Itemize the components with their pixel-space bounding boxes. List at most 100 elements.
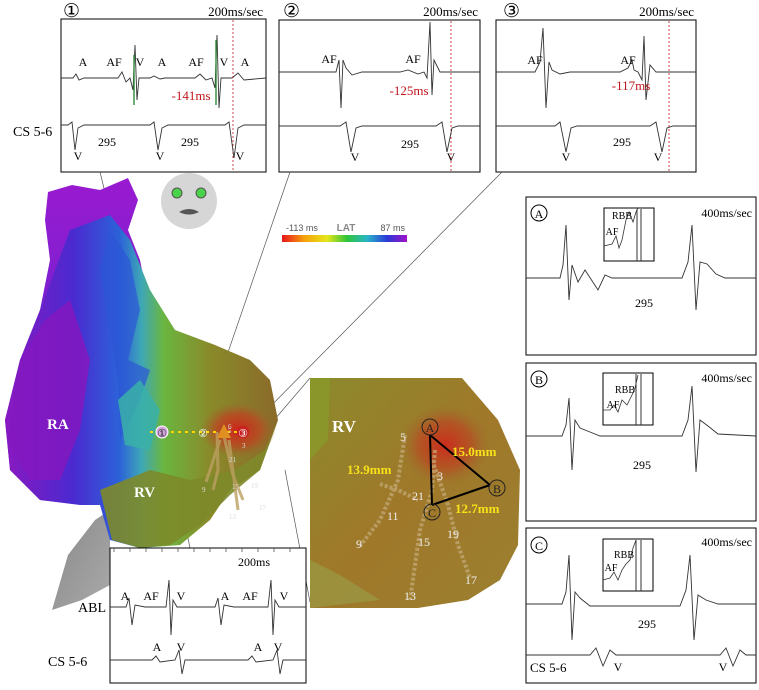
inset-label: RBB [612,211,632,222]
inset-label: AF [607,400,620,411]
trace-label: AF [620,53,636,67]
cs-interval: 295 [613,135,631,149]
abl-label: V [280,589,289,603]
map-electrode-number: 5 [228,427,232,435]
cs-interval: 295 [181,135,199,149]
panel-number: ③ [503,1,520,22]
panel-letter: B [535,373,543,387]
cs-label: A [153,640,162,654]
cs-v-label: V [236,149,245,163]
cs-v-label: V [447,150,456,164]
panel-letter: C [535,539,543,553]
lat-min: -113 ms [286,223,318,233]
sweep-speed-label: 200ms/sec [423,4,478,19]
site-marker: ① [157,428,167,440]
abl-label: A [121,589,130,603]
head-orientation-icon [161,173,217,229]
distance-label: 12.7mm [455,501,500,516]
site-marker: ② [198,428,208,440]
abl-label: AF [242,589,258,603]
right-panel-c: C 400ms/sec 295 RBB AF CS 5-6 V V [525,527,757,684]
zoom-electrode-number: 11 [387,509,399,523]
trace-label: A [79,55,88,69]
cs-v-label: V [654,150,663,164]
sweep-speed-label: 400ms/sec [701,206,752,220]
cs-interval: 295 [401,137,419,151]
sweep-speed-label: 400ms/sec [701,535,752,549]
top-panel-3: ③ 200ms/sec AF AF -117ms V V 295 [495,1,697,173]
trace-label: AF [527,53,543,67]
map-electrode-number: 13 [229,513,237,521]
zoom-electrode-number: 21 [412,489,424,503]
panel-number: ① [63,1,80,22]
right-panel-a: A 400ms/sec 295 RBB AF [525,196,757,356]
trace-label: V [136,55,145,69]
bottom-abl-panel: 200ms A AF V A AF V A V A V ABL CS 5-6 [48,547,307,684]
cs-interval: 295 [638,617,656,631]
heart-map: RA RV ① ② ③ 5 6 3 21 19 15 9 17 13 [5,178,278,610]
cs-v-label: V [351,150,360,164]
lat-title: LAT [337,223,356,234]
right-panel-b: B 400ms/sec 295 RBB AF [525,362,757,522]
zoom-electrode-number: 9 [356,537,362,551]
zoom-electrode-number: 15 [418,535,430,549]
cs-channel-label: CS 5-6 [530,660,567,675]
sweep-speed-label: 200ms [238,555,270,569]
trace-label: A [158,55,167,69]
panel-number: ② [283,1,300,22]
abl-label: V [177,589,186,603]
map-electrode-number: 21 [229,456,237,464]
cs-v-label: V [562,150,571,164]
cs-label: V [274,640,283,654]
cs-interval: 295 [633,458,651,472]
sweep-speed-label: 200ms/sec [639,4,694,19]
abl-channel-label: ABL [78,601,106,616]
map-electrode-number: 9 [202,486,206,494]
map-electrode-number: 19 [251,482,259,490]
zoom-electrode-number: 17 [465,573,477,587]
cs-v-label: V [614,660,623,674]
activation-interval: -117ms [612,78,651,93]
activation-interval: -141ms [172,88,211,103]
cs-interval: 295 [635,296,653,310]
top-panel-1: ① 200ms/sec A AF V A AF V A -141ms V V V… [13,1,267,173]
lat-max: 87 ms [380,223,405,233]
activation-interval: -125ms [390,83,429,98]
panel-letter: A [535,207,544,221]
zoom-electrode-number: 19 [447,527,459,541]
rv-label: RV [134,485,155,501]
map-electrode-number: 3 [242,442,246,450]
trace-label: AF [321,52,337,66]
trace-label: AF [405,52,421,66]
distance-label: 13.9mm [347,462,392,477]
zoom-electrode-number: 13 [404,589,416,603]
inset-label: RBB [614,550,634,561]
cs-channel-label: CS 5-6 [13,125,52,140]
cs-v-label: V [156,149,165,163]
trace-label: AF [106,55,122,69]
cs-interval: 295 [98,135,116,149]
zoom-rv-label: RV [332,417,357,436]
zoom-node: B [493,482,501,496]
inset-label: AF [606,227,619,238]
sweep-speed-label: 400ms/sec [701,371,752,385]
cs-v-label: V [74,149,83,163]
cs-label: A [254,640,263,654]
zoom-electrode-number: 3 [437,469,443,483]
cs-label: V [177,640,186,654]
cs-channel-label: CS 5-6 [48,655,87,670]
zoom-node: C [428,506,436,520]
trace-label: AF [188,55,204,69]
lat-color-bar: -113 ms LAT 87 ms [282,223,407,242]
sweep-speed-label: 200ms/sec [208,4,263,19]
inset-label: AF [605,563,618,574]
cs-v-label: V [719,660,728,674]
zoom-node: A [426,421,435,435]
abl-label: A [221,589,230,603]
map-electrode-number: 6 [228,423,232,431]
ra-label: RA [47,417,69,433]
trace-label: V [220,55,229,69]
abl-label: AF [143,589,159,603]
map-electrode-number: 17 [259,504,267,512]
